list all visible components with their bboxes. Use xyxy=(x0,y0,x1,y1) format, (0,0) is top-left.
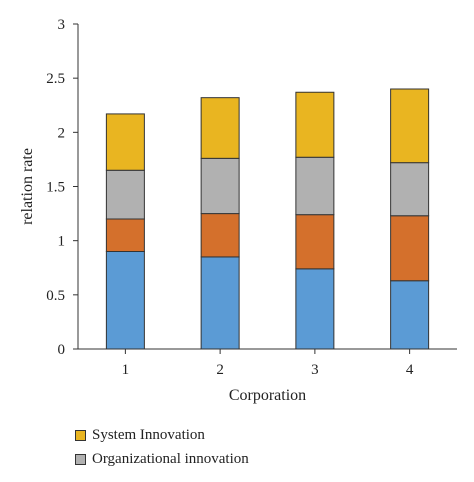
bar-segment-4-series-3 xyxy=(390,162,430,217)
chart-legend: System Innovation Organizational innovat… xyxy=(75,424,249,472)
bar-segment-4-series-4 xyxy=(390,88,430,164)
bar-segment-3-series-2 xyxy=(295,214,335,270)
bar-segment-4-series-1 xyxy=(390,280,430,350)
bar-segment-1-series-3 xyxy=(105,169,145,220)
y-tick-label: 3 xyxy=(58,17,66,33)
legend-label-system-innovation: System Innovation xyxy=(92,426,205,443)
y-tick-label: 2 xyxy=(58,125,66,141)
y-axis-ticks: 0 0.5 1 1.5 2 2.5 3 xyxy=(46,17,78,358)
bar-segment-3-series-3 xyxy=(295,156,335,216)
bars-group xyxy=(105,88,430,350)
y-tick-label: 0.5 xyxy=(46,288,65,304)
y-tick-label: 2.5 xyxy=(46,71,65,87)
legend-item-organizational-innovation: Organizational innovation xyxy=(75,448,249,470)
legend-swatch-system-innovation xyxy=(75,429,86,441)
x-tick-label: 2 xyxy=(216,362,224,378)
bar-segment-2-series-4 xyxy=(200,97,240,159)
bar-segment-2-series-2 xyxy=(200,213,240,258)
bar-segment-3-series-4 xyxy=(295,91,335,158)
legend-label-organizational-innovation: Organizational innovation xyxy=(92,450,249,467)
x-axis-label: Corporation xyxy=(229,387,306,404)
y-axis-label: relation rate xyxy=(19,148,36,225)
stacked-bar-chart: 0 0.5 1 1.5 2 2.5 3 1 2 3 4 relation rate Corpora… xyxy=(19,17,457,404)
x-tick-label: 4 xyxy=(406,362,414,378)
y-tick-label: 1 xyxy=(58,234,66,250)
x-tick-label: 1 xyxy=(122,362,130,378)
legend-item-system-innovation: System Innovation xyxy=(75,424,249,446)
y-tick-label: 1.5 xyxy=(46,180,65,196)
bar-segment-2-series-1 xyxy=(200,256,240,350)
bar-segment-3-series-1 xyxy=(295,268,335,350)
x-axis-ticks: 1 2 3 4 xyxy=(122,349,414,378)
x-tick-label: 3 xyxy=(311,362,319,378)
bar-segment-1-series-2 xyxy=(105,218,145,252)
bar-segment-2-series-3 xyxy=(200,157,240,215)
y-tick-label: 0 xyxy=(58,342,66,358)
bar-segment-1-series-4 xyxy=(105,113,145,171)
legend-swatch-organizational-innovation xyxy=(75,453,86,465)
bar-segment-1-series-1 xyxy=(105,251,145,350)
bar-segment-4-series-2 xyxy=(390,215,430,282)
